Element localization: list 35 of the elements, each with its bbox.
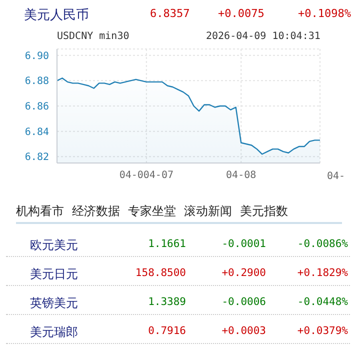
text: 美元指数	[240, 203, 288, 220]
y-tick-label: 6.88	[24, 76, 49, 88]
text: 6.8357	[150, 7, 190, 20]
x-tick-label: 04-004-07	[119, 170, 174, 182]
text: 0.7916	[147, 325, 186, 337]
text: 专家坐堂	[128, 203, 176, 220]
text: +0.1829%	[297, 267, 348, 279]
text: 滚动新闻	[184, 203, 232, 220]
chart-subtitle: USDCNY min30	[57, 31, 130, 42]
text: -0.0086%	[297, 238, 348, 250]
text: 欧元美元	[30, 237, 78, 254]
text: 04-	[327, 171, 346, 182]
text: 美元日元	[30, 266, 78, 283]
text: 机构看市	[16, 203, 64, 220]
text: 美元瑞郎	[30, 324, 78, 341]
text: 1.3389	[147, 296, 186, 308]
text: +0.2900	[222, 267, 266, 279]
text: +0.0379%	[297, 325, 348, 337]
text: 158.8500	[134, 267, 186, 279]
y-tick-label: 6.82	[24, 152, 49, 164]
text: +0.0075	[218, 7, 264, 20]
y-tick-label: 6.86	[24, 102, 49, 113]
text: 1.1661	[147, 238, 186, 250]
text: 英镑美元	[30, 295, 78, 312]
text: -0.0001	[222, 238, 266, 250]
y-tick-label: 6.84	[24, 126, 49, 138]
text: +0.0003	[222, 325, 266, 337]
chart-title: 美元人民币	[24, 7, 89, 24]
text: -0.0448%	[297, 296, 348, 308]
y-tick-label: 6.90	[24, 50, 49, 62]
text: 经济数据	[72, 203, 120, 220]
text: 2026-04-09 10:04:31	[206, 31, 320, 42]
x-tick-label: 04-08	[226, 170, 256, 182]
text: -0.0006	[222, 296, 266, 308]
text: +0.1098%	[298, 7, 351, 20]
